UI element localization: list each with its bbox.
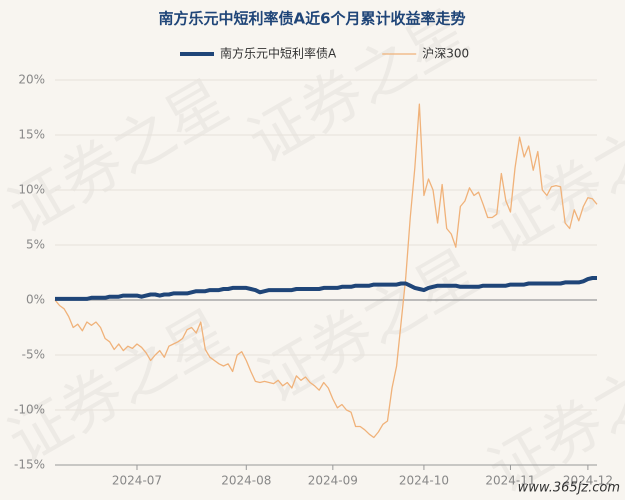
y-tick-label: 10% — [18, 183, 45, 197]
x-tick-label: 2024-10 — [399, 474, 449, 488]
x-tick-label: 2024-12 — [563, 474, 613, 488]
y-tick-label: -5% — [22, 348, 45, 362]
x-tick-label: 2024-07 — [112, 474, 162, 488]
y-tick-label: -15% — [14, 458, 45, 472]
y-tick-label: 20% — [18, 73, 45, 87]
x-tick-label: 2024-09 — [308, 474, 358, 488]
series-line — [55, 276, 597, 301]
legend-label: 南方乐元中短利率债A — [220, 46, 337, 61]
series-line — [54, 103, 598, 439]
y-tick-label: 0% — [26, 293, 45, 307]
x-tick-label: 2024-11 — [485, 474, 535, 488]
x-tick-label: 2024-08 — [221, 474, 271, 488]
y-tick-label: -10% — [14, 403, 45, 417]
footer-text: www.365jz.com — [518, 481, 620, 496]
chart-title: 南方乐元中短利率债A近6个月累计收益率走势 — [158, 10, 465, 28]
y-tick-label: 15% — [18, 128, 45, 142]
legend-label: 沪深300 — [422, 47, 469, 61]
y-tick-label: 5% — [26, 238, 45, 252]
